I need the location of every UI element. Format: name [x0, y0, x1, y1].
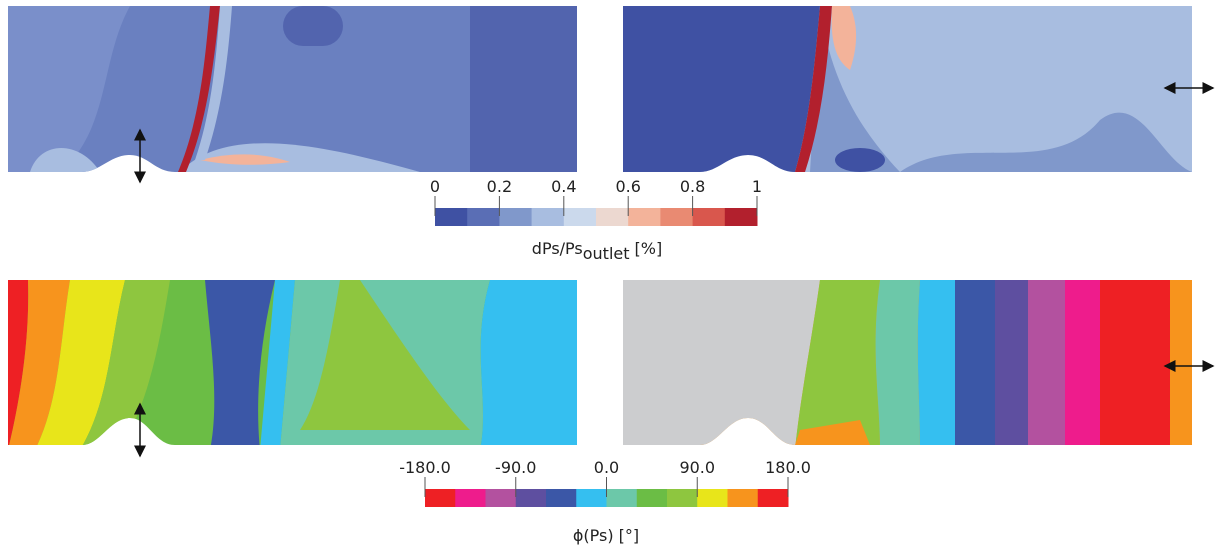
- colorbar-title: ϕ(Ps) [°]: [573, 526, 639, 545]
- colorbar-band: [636, 489, 668, 507]
- colorbar-band: [660, 208, 694, 226]
- field-top-left: [8, 6, 577, 172]
- title-main: dPs/Ps: [532, 239, 583, 258]
- colorbar-band: [606, 489, 638, 507]
- title-subscript: outlet: [583, 244, 630, 263]
- tick-label: 0.8: [680, 177, 705, 196]
- colorbar-band: [692, 208, 726, 226]
- colorbar-band: [499, 208, 533, 226]
- tick-label: 180.0: [765, 458, 811, 477]
- colorbar-band: [628, 208, 661, 226]
- colorbar-band: [467, 208, 500, 226]
- colorbar-band: [531, 208, 565, 226]
- tick-label: -180.0: [399, 458, 451, 477]
- tick-label: 0.4: [551, 177, 576, 196]
- field-bottom-left: [8, 280, 577, 445]
- tick-label: 0: [430, 177, 440, 196]
- colorbar-band: [425, 489, 456, 507]
- title-suffix: [%]: [635, 239, 663, 258]
- colorbar-band: [546, 489, 577, 507]
- colorbar-band: [563, 208, 597, 226]
- colorbar-band: [727, 489, 759, 507]
- colorbar-band: [697, 489, 728, 507]
- colorbar-band: [724, 208, 758, 226]
- colorbar-title: dPs/Psoutlet [%]: [532, 239, 662, 263]
- colorbar-band: [576, 489, 607, 507]
- colorbar-band: [515, 489, 547, 507]
- field-top-right: [623, 6, 1192, 172]
- colorbar-band: [667, 489, 698, 507]
- tick-label: 0.6: [615, 177, 640, 196]
- colorbar-band: [455, 489, 486, 507]
- tick-label: 0.2: [487, 177, 512, 196]
- tick-label: 90.0: [679, 458, 715, 477]
- colorbar-band: [485, 489, 517, 507]
- colorbar-band: [435, 208, 468, 226]
- tick-label: 1: [752, 177, 762, 196]
- tick-label: 0.0: [594, 458, 619, 477]
- field-bottom-right: [623, 280, 1192, 445]
- colorbar-band: [596, 208, 629, 226]
- colorbar-band: [757, 489, 789, 507]
- tick-label: -90.0: [495, 458, 536, 477]
